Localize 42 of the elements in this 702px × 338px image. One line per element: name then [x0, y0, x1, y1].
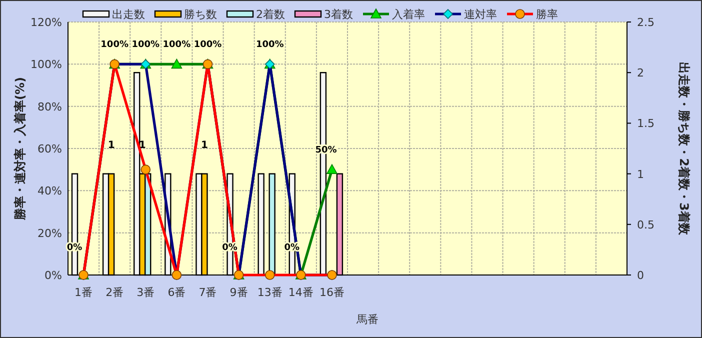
x-tick-label: 6番 [168, 286, 186, 299]
y2-tick-label: 0 [637, 269, 644, 282]
legend-label: 2着数 [256, 8, 285, 21]
data-label: 1 [108, 140, 115, 151]
legend-label: 勝ち数 [184, 8, 217, 21]
x-tick-label: 2番 [106, 286, 124, 299]
y2-tick-label: 0.5 [637, 218, 654, 232]
legend-label: 勝率 [536, 8, 558, 21]
y-tick-label: 100% [30, 58, 62, 72]
data-label: 1 [200, 140, 208, 151]
x-tick-label: 3番 [136, 286, 155, 299]
x-tick-label: 1番 [74, 286, 93, 299]
legend-label: 出走数 [112, 8, 145, 21]
y-tick-label: 20% [38, 226, 62, 240]
data-label: 100% [256, 40, 284, 50]
legend-label: 連対率 [464, 8, 497, 21]
point [326, 164, 338, 174]
legend-label: 3着数 [324, 8, 353, 21]
legend-label: 入着率 [392, 8, 425, 21]
x-tick-label: 16番 [319, 286, 344, 299]
y-tick-label: 60% [38, 142, 62, 156]
data-label: 100% [162, 40, 191, 50]
x-axis-title: 馬番 [356, 313, 378, 326]
y-axis-title: 勝率・連対率・入着率(%) [13, 77, 27, 221]
y-tick-label: 40% [38, 184, 62, 198]
y2-tick-label: 2 [637, 66, 644, 80]
x-tick-label: 14番 [288, 286, 314, 299]
y2-tick-label: 2.5 [637, 16, 654, 29]
point [171, 58, 182, 69]
y2-tick-label: 1 [637, 168, 644, 181]
data-label: 100% [100, 40, 128, 50]
y2-axis-title: 出走数・勝ち数・2着数・3着数 [677, 62, 691, 236]
x-tick-label: 13番 [257, 286, 282, 299]
y-tick-label: 80% [38, 100, 62, 114]
x-tick-label: 7番 [198, 286, 217, 299]
data-label: 1 [138, 140, 146, 151]
data-label: 100% [194, 40, 222, 50]
y2-tick-label: 1.5 [637, 117, 654, 130]
y-tick-label: 120% [30, 16, 62, 29]
x-tick-label: 9番 [230, 286, 248, 299]
data-label: 100% [132, 40, 160, 50]
y-tick-label: 0% [44, 269, 62, 282]
